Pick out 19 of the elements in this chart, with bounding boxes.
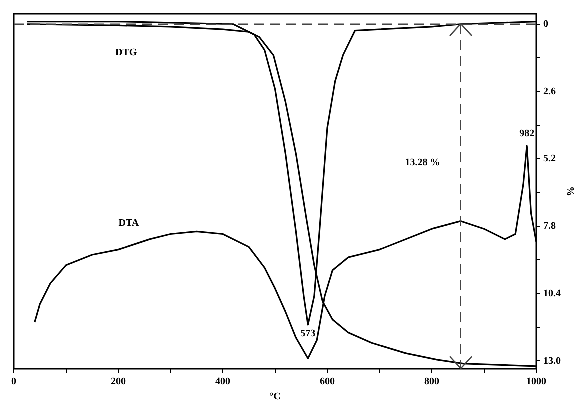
series-label: DTA	[118, 218, 140, 230]
y-tick-label: 5.2	[544, 154, 556, 165]
y-tick-label: 0	[544, 18, 548, 30]
y-tick-label: 7.8	[544, 221, 556, 232]
x-tick-label: 1000	[526, 376, 546, 388]
x-axis-title: °C	[270, 392, 281, 403]
y-tick-label: 2.6	[544, 86, 556, 98]
annotation: 13.28 %	[405, 158, 440, 169]
x-tick-label: 800	[424, 376, 440, 388]
annotation: 573	[300, 328, 316, 340]
x-tick-label: 400	[216, 376, 230, 388]
y-axis-title: %	[564, 186, 576, 196]
x-tick-label: 0	[12, 376, 16, 388]
y-tick-label: 13.0	[544, 356, 561, 367]
x-tick-label: 600	[320, 376, 335, 388]
y-tick-label: 10.4	[544, 288, 561, 300]
text: DTG	[116, 48, 138, 59]
x-tick-label: 200	[111, 376, 126, 388]
annotation: 982	[520, 128, 535, 140]
